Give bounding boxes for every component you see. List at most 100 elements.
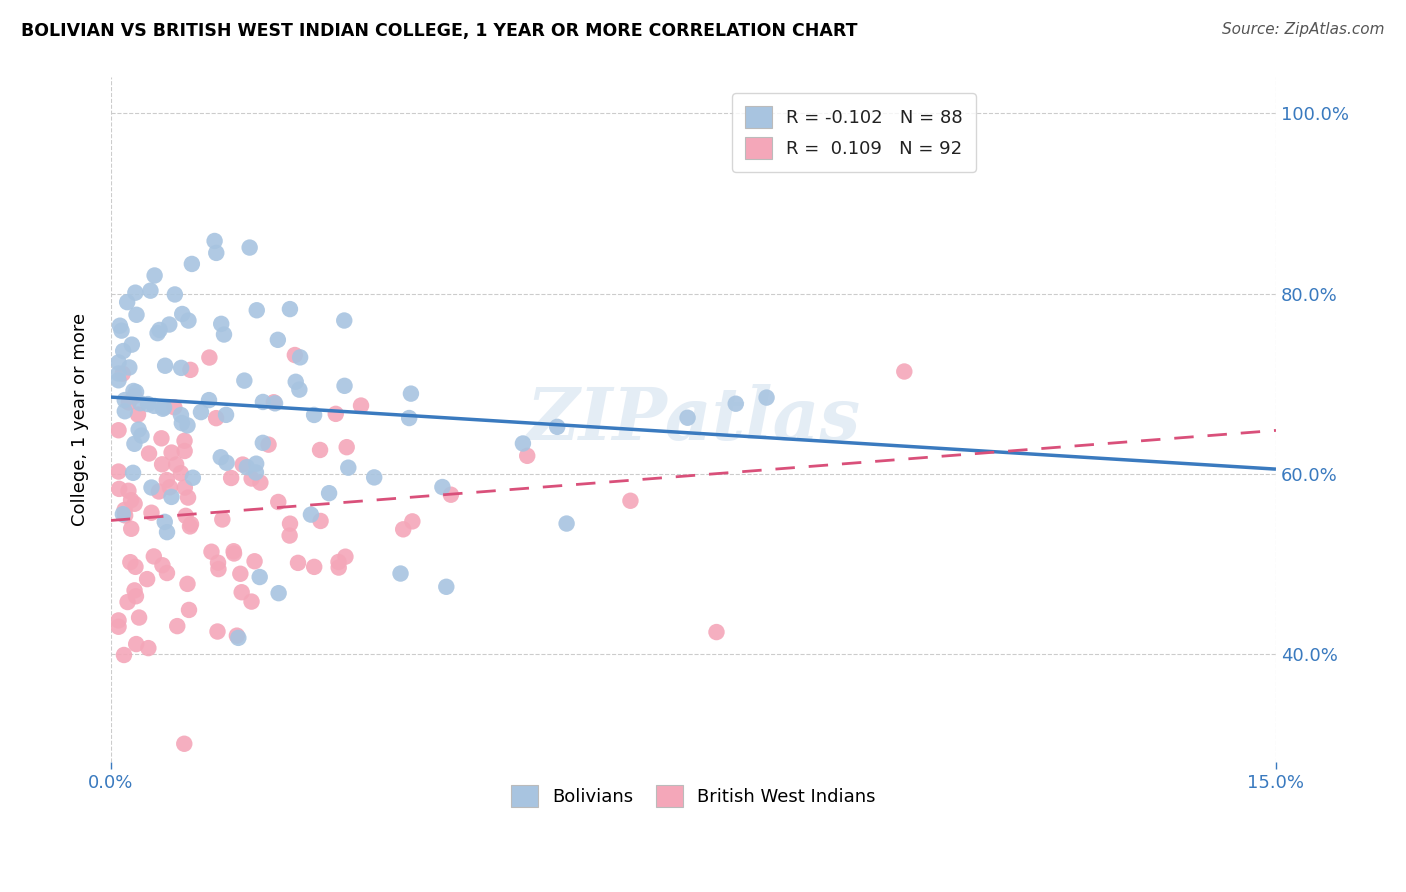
- Point: [179, 363, 201, 377]
- Point: [143, 268, 166, 283]
- Point: [152, 401, 174, 416]
- Point: [166, 619, 188, 633]
- Point: [249, 570, 271, 584]
- Point: [257, 437, 280, 451]
- Point: [124, 583, 146, 598]
- Point: [264, 396, 287, 410]
- Point: [173, 444, 195, 458]
- Point: [267, 586, 290, 600]
- Point: [136, 572, 159, 586]
- Point: [205, 411, 228, 425]
- Point: [516, 449, 538, 463]
- Point: [125, 385, 148, 400]
- Point: [333, 379, 356, 393]
- Point: [138, 446, 160, 460]
- Point: [233, 374, 256, 388]
- Point: [177, 491, 200, 505]
- Point: [111, 507, 134, 521]
- Point: [156, 473, 179, 487]
- Point: [245, 466, 267, 480]
- Point: [150, 431, 173, 445]
- Point: [209, 450, 232, 465]
- Point: [893, 364, 915, 378]
- Point: [299, 508, 322, 522]
- Point: [287, 556, 309, 570]
- Point: [337, 460, 360, 475]
- Point: [138, 641, 160, 656]
- Point: [240, 471, 263, 485]
- Point: [215, 408, 238, 422]
- Point: [546, 420, 568, 434]
- Point: [176, 577, 198, 591]
- Point: [252, 435, 274, 450]
- Point: [181, 471, 204, 485]
- Point: [117, 595, 139, 609]
- Point: [153, 515, 176, 529]
- Point: [215, 456, 238, 470]
- Point: [112, 344, 135, 359]
- Point: [120, 555, 142, 569]
- Point: [619, 493, 641, 508]
- Point: [392, 522, 415, 536]
- Point: [173, 737, 195, 751]
- Point: [148, 484, 170, 499]
- Point: [363, 470, 385, 484]
- Point: [229, 566, 252, 581]
- Point: [432, 480, 454, 494]
- Point: [159, 480, 181, 494]
- Point: [328, 555, 350, 569]
- Point: [389, 566, 412, 581]
- Point: [222, 544, 245, 558]
- Point: [163, 401, 186, 415]
- Point: [129, 396, 152, 410]
- Point: [263, 395, 285, 409]
- Point: [434, 580, 457, 594]
- Point: [190, 405, 212, 419]
- Point: [177, 603, 200, 617]
- Point: [150, 458, 173, 472]
- Point: [288, 351, 311, 365]
- Point: [156, 525, 179, 540]
- Point: [124, 285, 146, 300]
- Point: [249, 475, 271, 490]
- Point: [111, 367, 134, 381]
- Point: [127, 408, 149, 422]
- Point: [173, 481, 195, 495]
- Point: [205, 246, 228, 260]
- Point: [152, 558, 174, 573]
- Point: [156, 566, 179, 580]
- Point: [146, 326, 169, 340]
- Point: [398, 411, 420, 425]
- Point: [309, 442, 332, 457]
- Point: [170, 408, 193, 422]
- Point: [124, 497, 146, 511]
- Point: [174, 508, 197, 523]
- Point: [170, 416, 193, 430]
- Point: [198, 351, 221, 365]
- Y-axis label: College, 1 year or more: College, 1 year or more: [72, 313, 89, 526]
- Point: [176, 418, 198, 433]
- Point: [278, 516, 301, 531]
- Point: [278, 302, 301, 317]
- Point: [318, 486, 340, 500]
- Point: [107, 614, 129, 628]
- Point: [141, 506, 163, 520]
- Point: [246, 303, 269, 318]
- Point: [325, 407, 347, 421]
- Point: [121, 337, 143, 351]
- Point: [284, 348, 307, 362]
- Point: [122, 466, 145, 480]
- Point: [107, 423, 129, 437]
- Text: Source: ZipAtlas.com: Source: ZipAtlas.com: [1222, 22, 1385, 37]
- Point: [228, 631, 250, 645]
- Point: [225, 629, 247, 643]
- Point: [122, 384, 145, 398]
- Point: [124, 389, 146, 403]
- Point: [124, 437, 146, 451]
- Point: [180, 517, 202, 532]
- Point: [112, 648, 135, 662]
- Point: [136, 397, 159, 411]
- Point: [243, 554, 266, 568]
- Point: [232, 458, 254, 472]
- Point: [114, 508, 136, 523]
